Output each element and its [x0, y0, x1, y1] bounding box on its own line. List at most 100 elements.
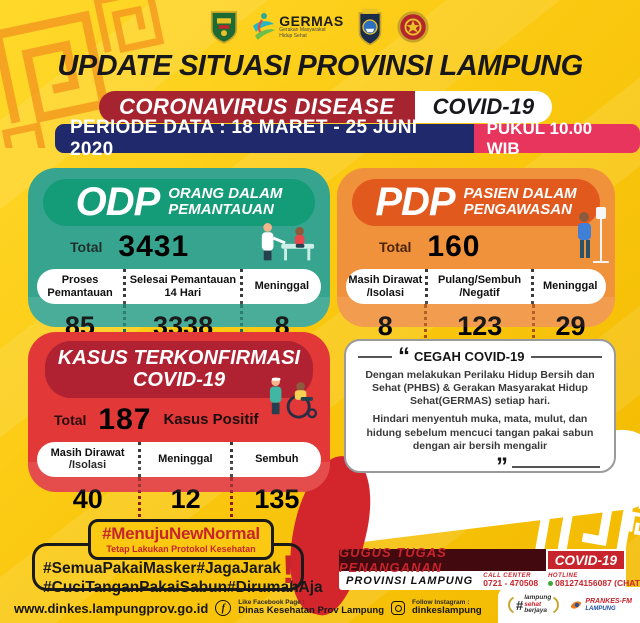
website-link: www.dinkes.lampungprov.go.id [14, 600, 209, 616]
confirmed-cases-card: KASUS TERKONFIRMASI COVID-19 Total 187 K… [28, 332, 330, 526]
label-line: Meninggal [542, 280, 598, 293]
odp-total-row: Total 3431 [28, 229, 330, 264]
new-normal-box: #MenujuNewNormal Tetap Lakukan Protokol … [88, 519, 274, 560]
germas-figure-icon [253, 13, 276, 40]
badge1-word: lampung [524, 594, 552, 602]
confirmed-title-line2: COVID-19 [132, 369, 226, 392]
confirmed-stat-value-2: 12 [170, 484, 201, 515]
instagram-label: Follow Instagram : [412, 598, 470, 606]
wheelchair-patient-icon [269, 377, 318, 419]
prevention-title-row: “ CEGAH COVID-19 [346, 341, 614, 368]
laurel-left-icon [508, 596, 515, 614]
doctor-patient-icon [261, 223, 315, 261]
odp-abbr: ODP [75, 180, 161, 224]
new-normal-headline: #MenujuNewNormal [102, 524, 260, 543]
prankes-fm-badge: PRANKES-FM LAMPUNG [569, 598, 632, 612]
label-line: Meninggal [254, 280, 310, 293]
prevention-title: CEGAH COVID-19 [414, 349, 525, 364]
divider-line [530, 355, 602, 358]
label-line: Masih Dirawat [50, 446, 125, 459]
whatsapp-dot-icon [548, 581, 554, 586]
pdp-card: PDP PASIEN DALAM PENGAWASAN Total 160 Ma… [337, 168, 615, 353]
confirmed-total-label: Total [54, 411, 87, 428]
polda-lampung-emblem-icon [358, 8, 382, 46]
hotline-value: 081274156087 (CHAT ONLY) [548, 579, 640, 588]
odp-card-header: ODP ORANG DALAM PEMANTAUAN [43, 179, 315, 226]
lampung-province-emblem-icon [211, 11, 238, 44]
hashtag-cuci-tangan: #CuciTanganPakaiSabun [43, 579, 228, 597]
badge1-word: sehat [524, 600, 542, 608]
confirmed-stat-value-3: 135 [229, 477, 321, 526]
call-center-label: CALL CENTER [483, 573, 531, 580]
close-quote-icon: ” [496, 452, 508, 480]
time-pill: PUKUL 10.00 WIB [473, 119, 640, 158]
label-line: Sembuh [255, 453, 299, 466]
facebook-block: Like Facebook Page : Dinas Kesehatan Pro… [238, 598, 384, 617]
germas-subtitle: Gerakan Masyarakat Hidup Sehat [279, 27, 326, 39]
odp-stat-label-3: Meninggal [239, 269, 321, 305]
germas-text: GERMAS Gerakan Masyarakat Hidup Sehat [279, 14, 343, 40]
facebook-label: Like Facebook Page : [238, 598, 305, 606]
germas-logo: GERMAS Gerakan Masyarakat Hidup Sehat [250, 12, 343, 42]
odp-name-line2: PEMANTAUAN [168, 201, 274, 218]
laurel-right-icon [553, 596, 560, 614]
confirmed-stats-values: 40 12 135 [37, 477, 321, 526]
label-line: 14 Hari [164, 286, 202, 299]
germas-title: GERMAS [279, 13, 344, 30]
hotline-number: 081274156087 (CHAT ONLY) [555, 578, 640, 589]
facebook-page-name: Dinas Kesehatan Prov Lampung [238, 605, 384, 617]
confirmed-card-header: KASUS TERKONFIRMASI COVID-19 [45, 341, 313, 398]
prevention-paragraph-2: Hindari menyentuh muka, mata, mulut, dan… [366, 413, 594, 452]
taskforce-row-2: PROVINSI LAMPUNG CALL CENTER 0721 - 4705… [339, 571, 640, 590]
pdp-total-value: 160 [427, 230, 481, 263]
lampung-sehat-berjaya-badge: # lampung sehat berjaya [506, 594, 561, 616]
odp-name-line1: ORANG DALAM [168, 184, 283, 202]
pdp-abbr: PDP [375, 180, 455, 224]
pdp-stat-value-2: 123 [457, 311, 503, 342]
exclamation-mark-icon: ! [281, 548, 295, 592]
facebook-icon: f [215, 600, 232, 616]
footer: www.dinkes.lampungprov.go.id f Like Face… [0, 596, 640, 623]
label-line: Masih Dirawat [348, 274, 423, 286]
pdp-stats-labels: Masih Dirawat /Isolasi Pulang/Sembuh /Ne… [346, 269, 606, 305]
prevention-paragraph-1: Dengan melakukan Perilaku Hidup Bersih d… [365, 369, 595, 408]
instagram-handle: dinkeslampung [412, 605, 482, 617]
pdp-stat-value-3: 29 [532, 304, 606, 353]
covid19-pill: COVID-19 [414, 91, 553, 123]
odp-total-value: 3431 [118, 230, 190, 263]
prevention-card: “ CEGAH COVID-19 Dengan melakukan Perila… [344, 339, 616, 478]
tni-emblem-icon [397, 11, 429, 43]
meander-ornament-top-left [0, 0, 165, 148]
label-line: Meninggal [158, 453, 213, 466]
pdp-total-label: Total [379, 239, 412, 255]
taskforce-row-1: GUGUS TUGAS PENANGANAN COVID-19 [339, 545, 626, 575]
label-line: Pemantauan [47, 286, 113, 299]
confirmed-stat-value-1: 40 [37, 477, 142, 526]
call-center-value: 0721 - 470508 [483, 578, 539, 589]
instagram-block: Follow Instagram : dinkeslampung [412, 598, 482, 617]
odp-total-label: Total [70, 239, 103, 255]
confirmed-total-suffix: Kasus Positif [163, 411, 259, 429]
hotline-label: HOTLINE [548, 573, 578, 580]
hashtag-jaga-jarak: #JagaJarak [196, 560, 281, 577]
divider-line [512, 465, 600, 468]
page-title: UPDATE SITUASI PROVINSI LAMPUNG [57, 50, 583, 82]
odp-stats-labels: Proses Pemantauan Selesai Pemantauan 14 … [37, 269, 321, 305]
badge1-word: berjaya [524, 607, 548, 615]
pdp-name: PASIEN DALAM PENGAWASAN [464, 185, 577, 218]
label-line: Pulang/Sembuh [437, 274, 522, 286]
hashtag-line-1: #SemuaPakaiMasker #JagaJarak [43, 559, 281, 578]
prevention-close-row: ” [346, 453, 614, 479]
label-line: Proses [61, 274, 99, 286]
pdp-card-header: PDP PASIEN DALAM PENGAWASAN [352, 179, 600, 226]
partner-logos-panel: # lampung sehat berjaya PRANKES-FM LAMPU… [498, 587, 640, 623]
hashtag-line-2: #CuciTanganPakaiSabun #DirumahAja [43, 578, 323, 597]
header-logos: GERMAS Gerakan Masyarakat Hidup Sehat [0, 5, 640, 49]
confirmed-stat-label-2: Meninggal [141, 442, 229, 477]
taskforce-title: GUGUS TUGAS PENANGANAN [339, 545, 546, 575]
new-normal-subheadline: Tetap Lakukan Protokol Kesehatan [106, 544, 256, 554]
odp-card: ODP ORANG DALAM PEMANTAUAN Total 3431 Pr… [28, 168, 330, 353]
badge2-line2: LAMPUNG [585, 605, 616, 612]
badge1-words: lampung sehat berjaya [524, 595, 551, 615]
odp-name: ORANG DALAM PEMANTAUAN [168, 184, 283, 218]
